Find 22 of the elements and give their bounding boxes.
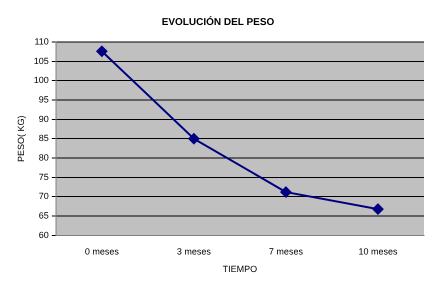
y-tick-label: 70	[38, 191, 49, 202]
chart-title: EVOLUCIÓN DEL PESO	[162, 16, 275, 28]
y-tick-label: 60	[38, 230, 49, 240]
y-tick-label: 85	[38, 133, 49, 144]
x-axis-title: TIEMPO	[222, 264, 258, 274]
x-tick-label: 3 meses	[176, 246, 212, 256]
y-axis-title: PESO( KG)	[16, 115, 26, 162]
y-tick-label: 65	[38, 210, 49, 221]
y-tick-label: 100	[34, 75, 49, 86]
y-tick-label: 80	[38, 152, 49, 163]
y-tick-label: 75	[38, 172, 49, 182]
point	[188, 133, 200, 144]
y-tick-label: 90	[38, 114, 49, 124]
point	[96, 46, 108, 57]
point	[280, 186, 292, 198]
point	[372, 204, 384, 215]
y-tick-label: 105	[34, 56, 49, 66]
y-tick-label: 110	[34, 36, 49, 46]
y-tick-label: 95	[38, 94, 49, 105]
x-tick-label: 0 meses	[84, 246, 120, 256]
x-tick-label: 10 meses	[358, 246, 398, 256]
x-tick-label: 7 meses	[268, 246, 304, 256]
